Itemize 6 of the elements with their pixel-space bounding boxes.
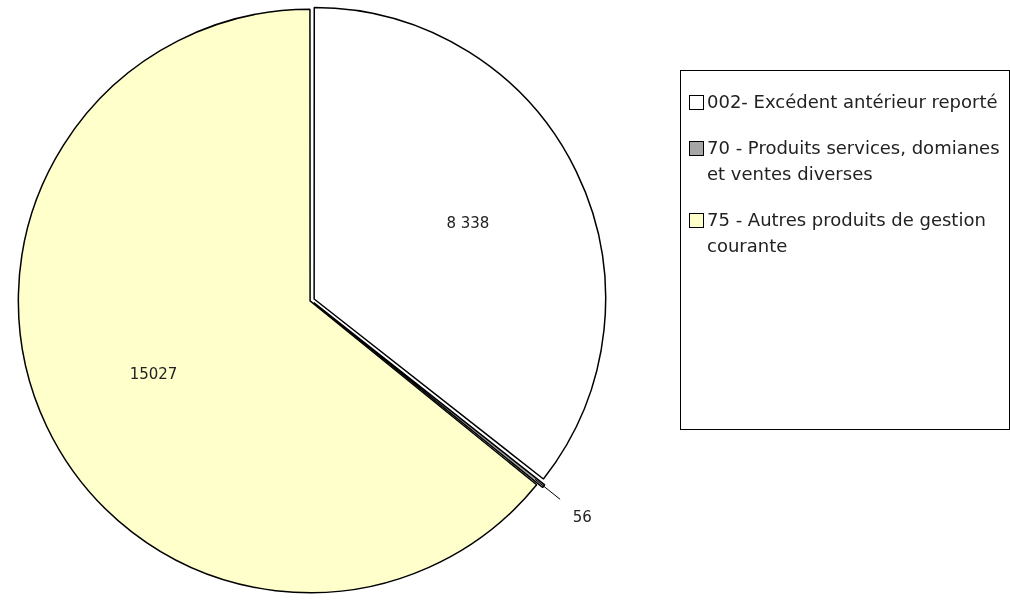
legend-label: 70 - Produits services, domianes et ventes diverses <box>707 136 1001 186</box>
legend-label: 75 - Autres produits de gestion courante <box>707 208 987 258</box>
data-label: 56 <box>572 508 592 527</box>
data-label: 8 338 <box>446 214 490 233</box>
legend-label: 002- Excédent antérieur reporté <box>707 90 998 114</box>
data-label: 15027 <box>129 365 178 384</box>
